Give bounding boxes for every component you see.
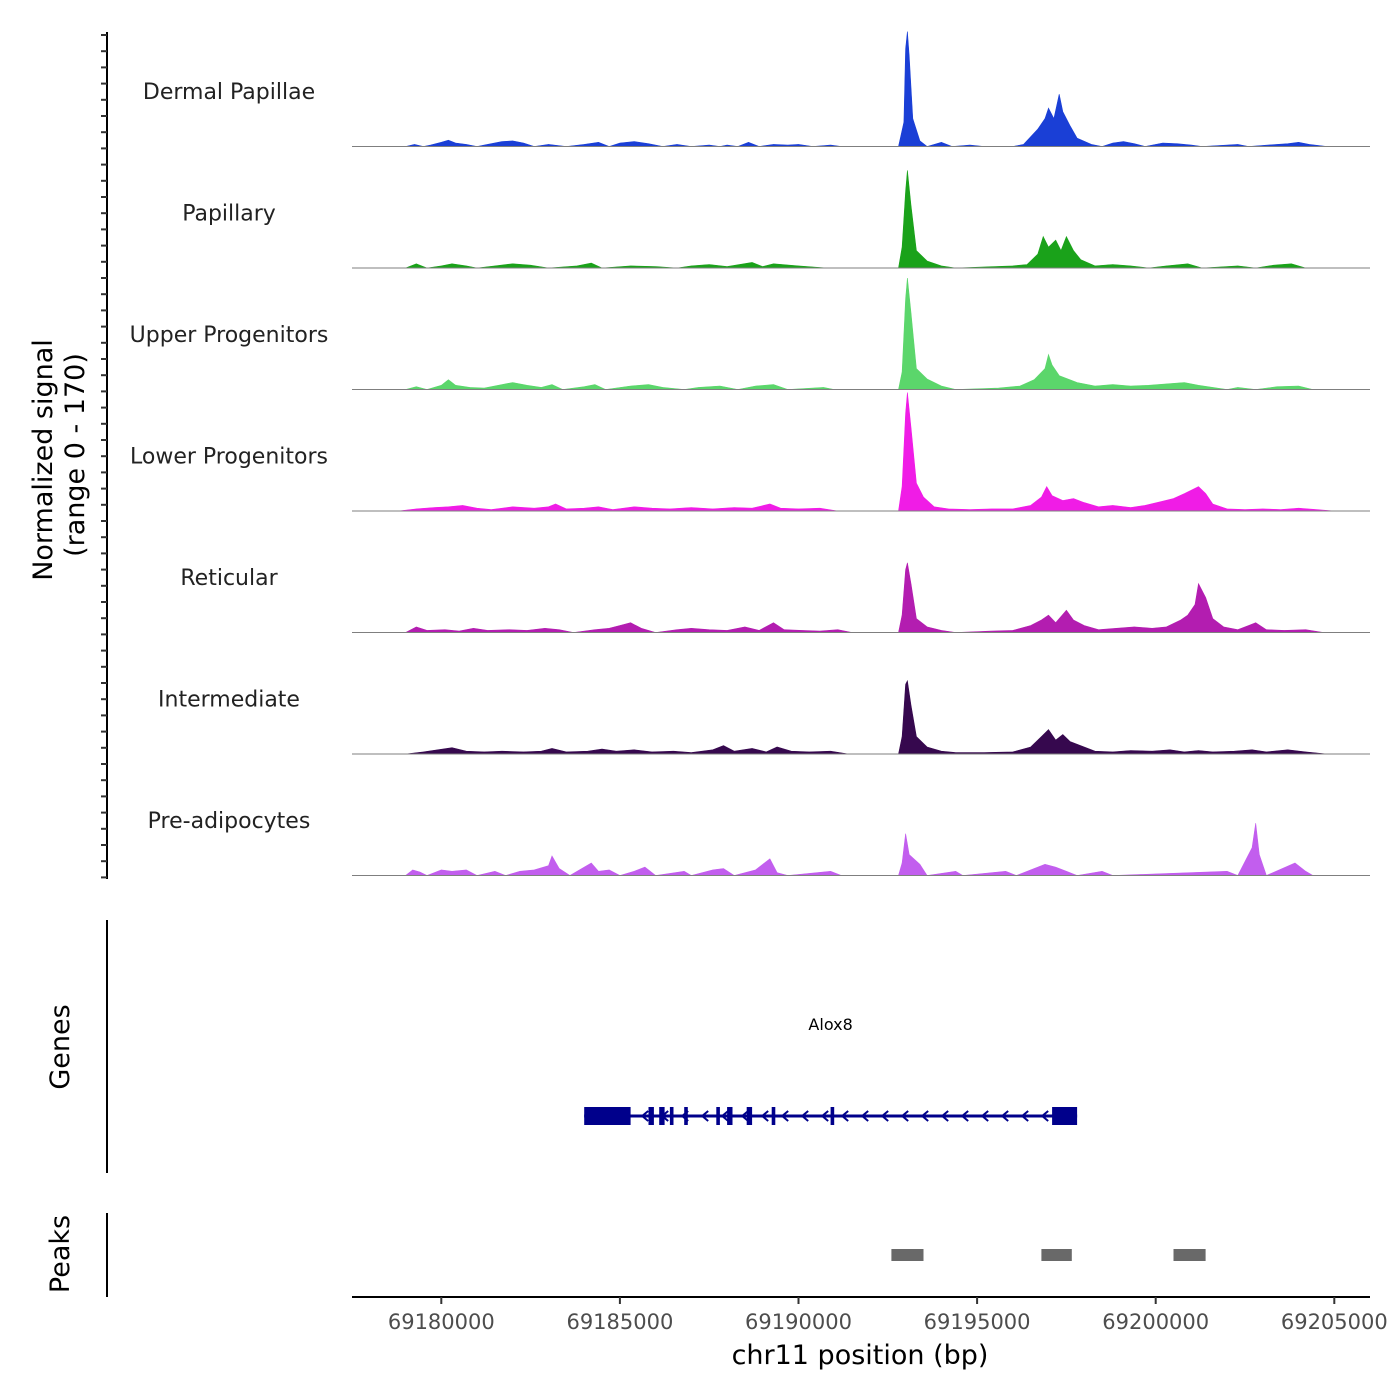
x-tick-label: 69195000 xyxy=(924,1310,1031,1334)
gene-cds-block xyxy=(584,1107,631,1125)
track-label-dermal-papillae: Dermal Papillae xyxy=(143,80,315,105)
strand-arrow xyxy=(760,1110,769,1122)
strand-arrow xyxy=(860,1110,869,1122)
peak-region xyxy=(1173,1249,1206,1261)
strand-arrow xyxy=(960,1110,969,1122)
track-upper-progenitors: Upper Progenitors xyxy=(130,277,1370,390)
gene-cds-block xyxy=(1052,1107,1078,1125)
strand-arrow xyxy=(640,1110,649,1122)
peak-region xyxy=(891,1249,924,1261)
strand-arrow xyxy=(700,1110,709,1122)
strand-arrow xyxy=(800,1110,809,1122)
strand-arrow xyxy=(880,1110,889,1122)
strand-arrow xyxy=(1040,1110,1049,1122)
gene-cds-block xyxy=(746,1107,753,1125)
track-lower-progenitors: Lower Progenitors xyxy=(130,392,1370,512)
peak-track xyxy=(891,1249,1206,1261)
signal-area-dermal-papillae xyxy=(405,31,1328,147)
gene-cds-block xyxy=(659,1107,665,1125)
strand-arrow xyxy=(980,1110,989,1122)
genes-axis-title: Genes xyxy=(45,1004,76,1089)
x-tick-label: 69200000 xyxy=(1102,1310,1209,1334)
strand-arrow xyxy=(820,1110,829,1122)
signal-area-lower-progenitors xyxy=(398,392,1335,512)
gene-track: Alox8 xyxy=(584,1015,1078,1125)
signal-area-pre-adipocytes xyxy=(404,823,1314,876)
gene-cds-block xyxy=(669,1107,674,1125)
gene-cds-block xyxy=(716,1107,720,1125)
y-axis-title-line1: Normalized signal xyxy=(28,339,59,581)
strand-arrow xyxy=(840,1110,849,1122)
gene-label: Alox8 xyxy=(808,1015,852,1034)
x-tick-label: 69190000 xyxy=(745,1310,852,1334)
x-axis-title: chr11 position (bp) xyxy=(732,1340,989,1371)
strand-arrow xyxy=(1000,1110,1009,1122)
peak-region xyxy=(1041,1249,1072,1261)
strand-arrow xyxy=(920,1110,929,1122)
track-pre-adipocytes: Pre-adipocytes xyxy=(148,809,1370,876)
strand-arrow xyxy=(900,1110,909,1122)
gene-cds-block xyxy=(727,1107,733,1125)
track-label-pre-adipocytes: Pre-adipocytes xyxy=(148,809,311,834)
strand-arrow xyxy=(720,1110,729,1122)
signal-tracks: Dermal Papillae Papillary Upper Progenitor… xyxy=(130,31,1370,876)
peaks-axis-title: Peaks xyxy=(45,1215,76,1293)
track-label-papillary: Papillary xyxy=(182,202,276,227)
signal-y-axis-ticks xyxy=(101,34,107,879)
track-label-reticular: Reticular xyxy=(180,566,278,591)
x-axis-ticks: 69180000 69185000 69190000 69195000 69200000… xyxy=(388,1297,1388,1334)
x-tick-label: 69205000 xyxy=(1281,1310,1388,1334)
track-dermal-papillae: Dermal Papillae xyxy=(143,31,1370,147)
track-label-lower-progenitors: Lower Progenitors xyxy=(130,445,328,470)
track-reticular: Reticular xyxy=(180,562,1370,633)
strand-arrow xyxy=(740,1110,749,1122)
gene-cds-block xyxy=(830,1107,835,1125)
y-axis-title: Normalized signal (range 0 - 170) xyxy=(28,339,91,581)
strand-arrow xyxy=(1020,1110,1029,1122)
signal-area-upper-progenitors xyxy=(405,277,1313,390)
track-papillary: Papillary xyxy=(182,170,1370,269)
x-tick-label: 69185000 xyxy=(566,1310,673,1334)
track-label-intermediate: Intermediate xyxy=(158,688,300,713)
y-axis-title-line2: (range 0 - 170) xyxy=(60,353,91,557)
signal-area-papillary xyxy=(405,170,1306,269)
signal-area-reticular xyxy=(405,562,1324,633)
gene-cds-block xyxy=(648,1107,654,1125)
strand-arrow xyxy=(940,1110,949,1122)
track-label-upper-progenitors: Upper Progenitors xyxy=(130,323,329,348)
x-tick-label: 69180000 xyxy=(388,1310,495,1334)
signal-area-intermediate xyxy=(405,679,1328,755)
track-intermediate: Intermediate xyxy=(158,679,1370,755)
strand-arrow xyxy=(780,1110,789,1122)
gene-cds-block xyxy=(771,1107,776,1125)
gene-cds-block xyxy=(684,1107,688,1125)
